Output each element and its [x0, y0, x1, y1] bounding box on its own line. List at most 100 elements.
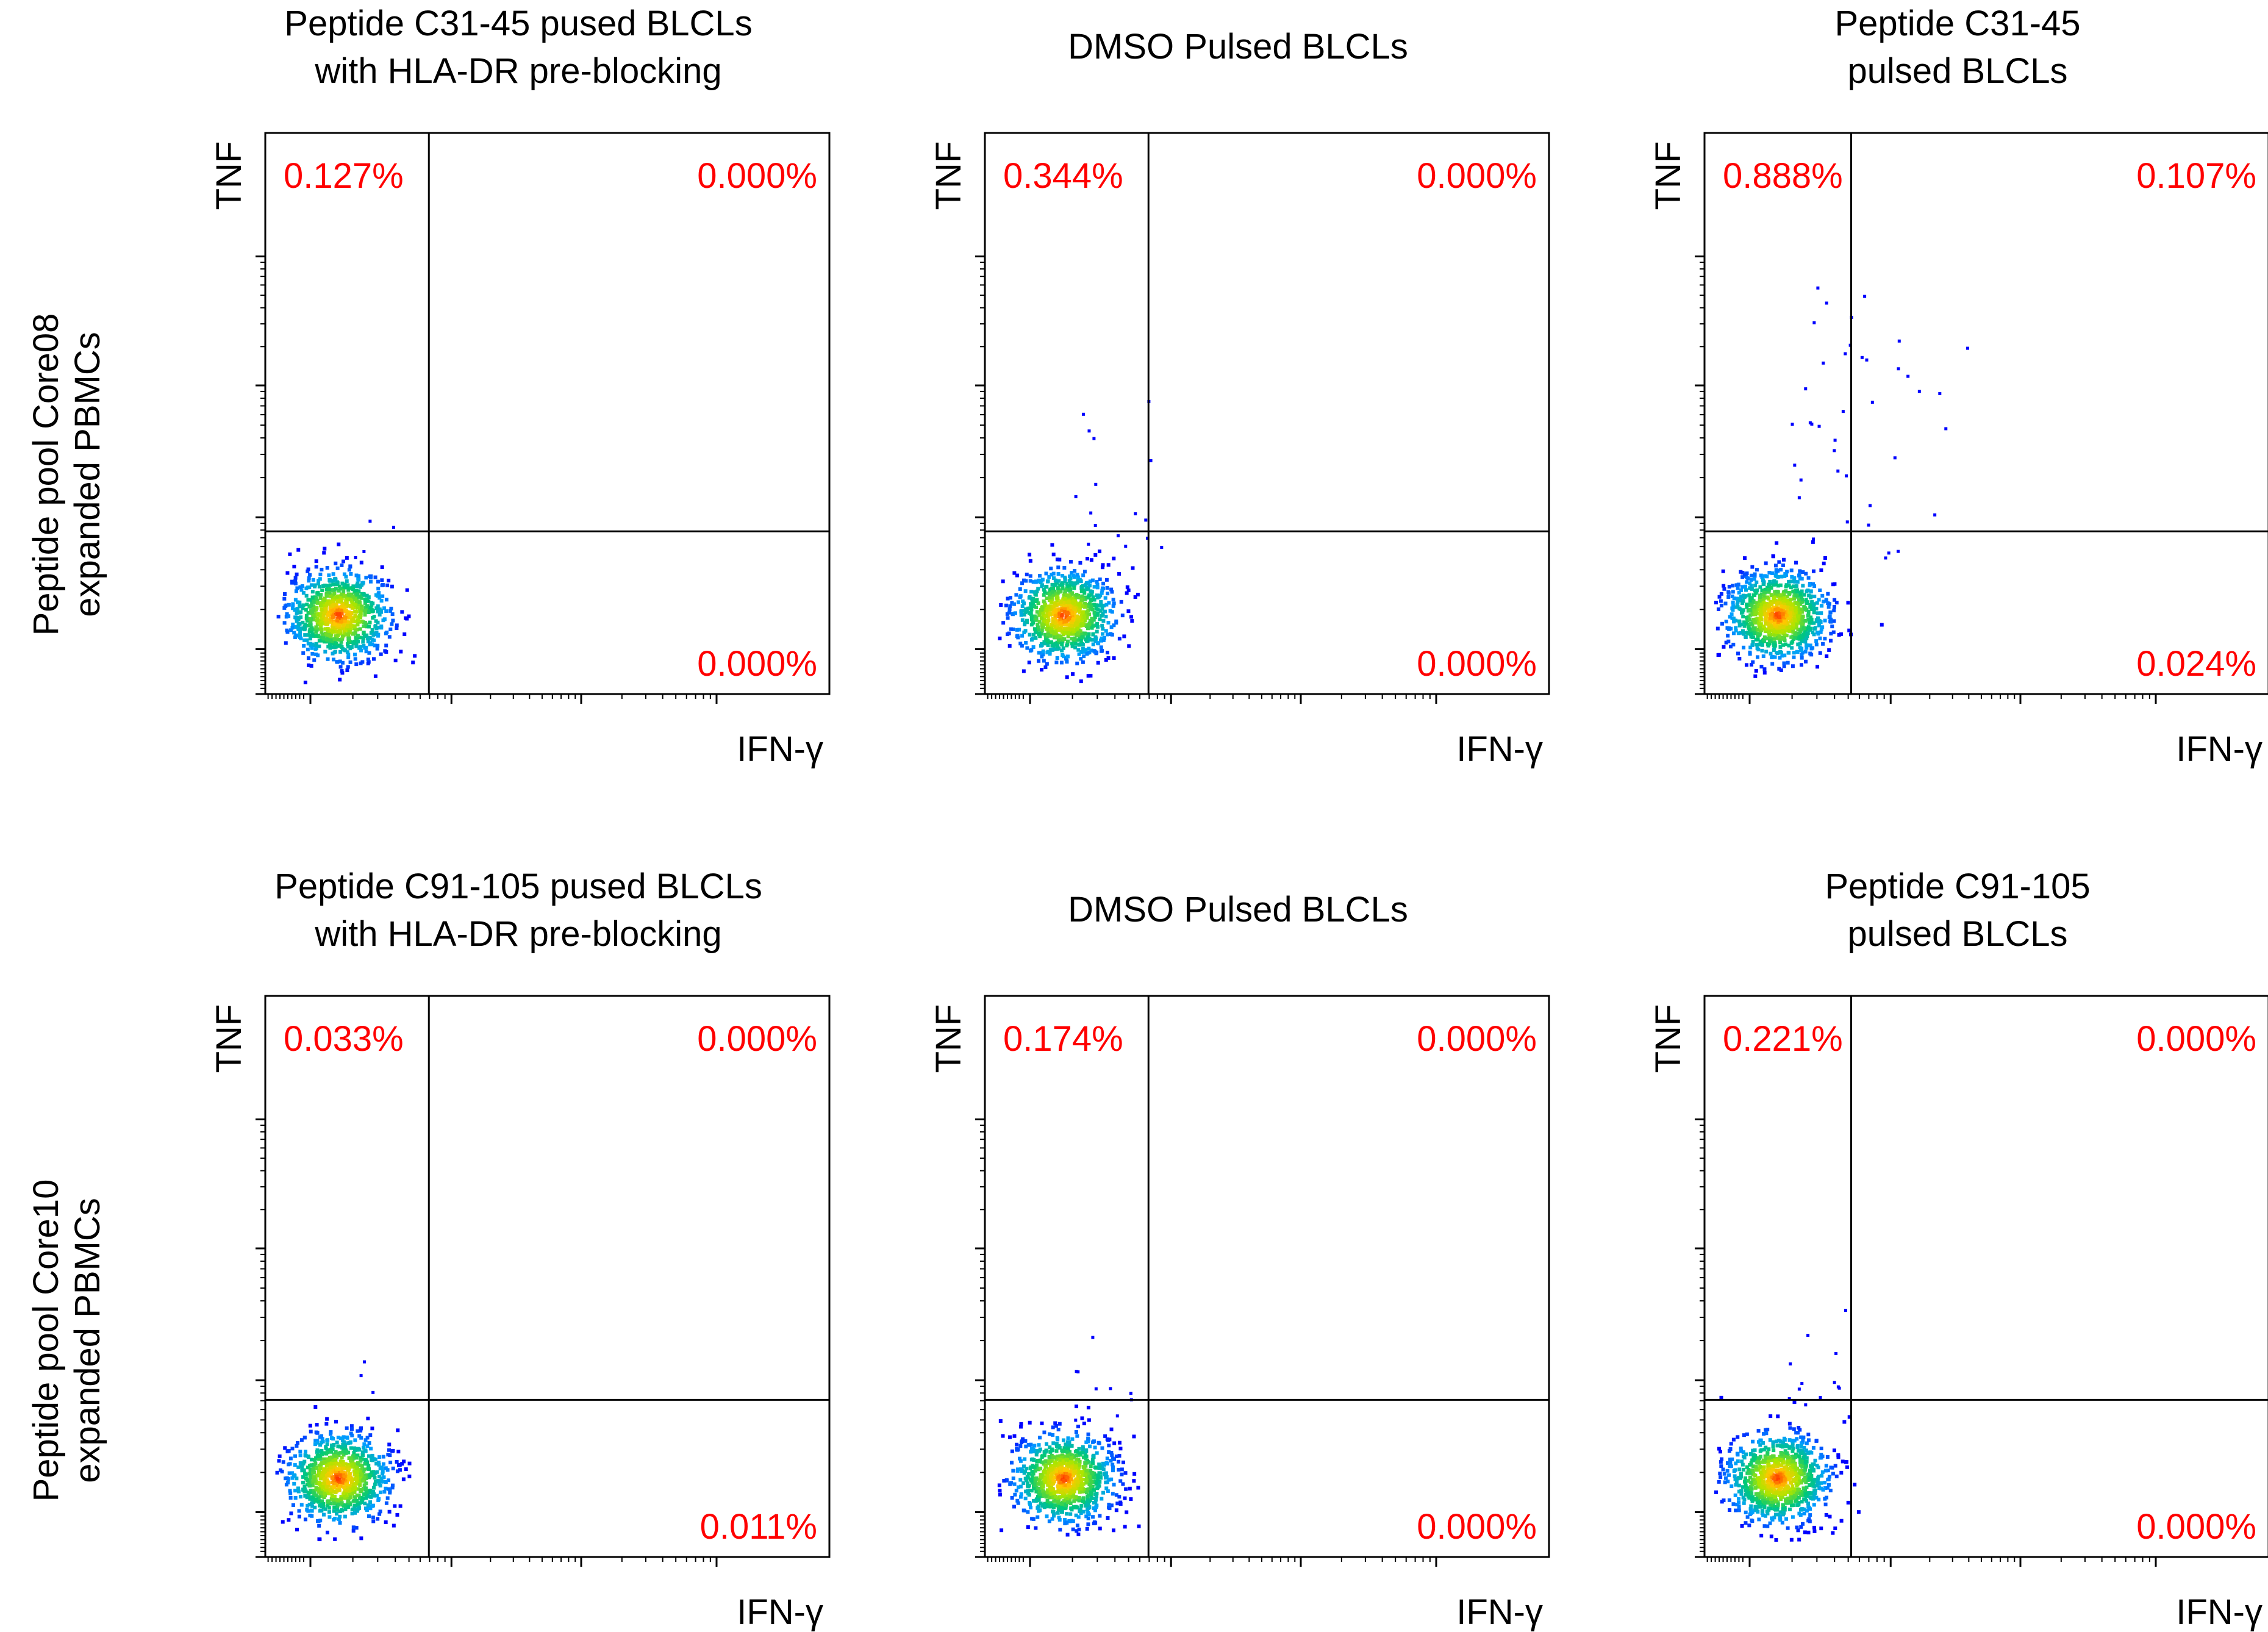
event-point — [342, 1477, 346, 1481]
event-point — [1731, 617, 1736, 621]
event-point — [1065, 606, 1070, 610]
event-point — [1779, 668, 1783, 673]
event-point — [1096, 1474, 1100, 1478]
event-point — [1084, 648, 1088, 652]
event-point — [1726, 639, 1731, 643]
event-point — [1806, 631, 1810, 635]
event-point — [1808, 605, 1812, 609]
event-point — [1085, 557, 1089, 561]
event-point — [324, 617, 329, 621]
event-point — [342, 1448, 346, 1452]
event-point — [404, 1467, 408, 1472]
event-point — [1753, 604, 1757, 609]
event-point — [331, 657, 335, 662]
event-point — [1110, 590, 1114, 594]
event-point — [320, 567, 324, 571]
event-point — [1105, 632, 1109, 637]
event-point — [1047, 1495, 1051, 1499]
event-point — [1078, 629, 1082, 633]
event-point — [345, 585, 349, 590]
event-point — [1109, 1451, 1114, 1455]
event-point — [1751, 635, 1756, 639]
event-point — [1067, 1461, 1071, 1466]
event-point — [1101, 563, 1105, 567]
event-point — [335, 582, 339, 587]
event-point — [359, 1498, 363, 1503]
event-point — [315, 606, 319, 610]
event-point — [1057, 626, 1062, 631]
event-point — [1075, 1497, 1079, 1501]
event-point — [1067, 604, 1071, 608]
event-point — [319, 593, 323, 597]
event-point — [358, 635, 362, 640]
event-point — [342, 1485, 346, 1489]
event-point — [355, 1493, 359, 1497]
event-point — [1811, 582, 1815, 586]
event-point — [334, 1469, 338, 1473]
event-point — [1070, 642, 1074, 646]
event-point — [1136, 592, 1140, 596]
event-point — [1060, 614, 1064, 618]
event-point — [370, 1493, 374, 1497]
event-point — [308, 1495, 312, 1499]
event-point — [342, 1435, 346, 1439]
event-point — [1754, 629, 1758, 633]
event-point — [1033, 1479, 1037, 1483]
event-point — [1781, 643, 1786, 647]
event-point — [1789, 606, 1794, 610]
event-point — [328, 583, 332, 587]
event-point — [321, 614, 326, 618]
event-point — [281, 1520, 285, 1524]
event-point — [368, 1506, 373, 1511]
event-point — [1021, 609, 1026, 613]
event-point — [1792, 576, 1797, 580]
event-point — [1749, 584, 1753, 588]
event-point — [1775, 612, 1779, 616]
event-point — [1054, 1471, 1058, 1475]
quadrant-upper-right-percent: 0.000% — [697, 1019, 817, 1059]
event-point — [1734, 629, 1738, 633]
event-point — [311, 1491, 315, 1495]
event-point — [300, 1469, 304, 1473]
event-point — [322, 1457, 326, 1461]
event-point — [374, 630, 379, 634]
event-point — [1739, 595, 1743, 599]
event-point — [1715, 626, 1720, 631]
event-point — [330, 1475, 334, 1480]
event-point — [1106, 563, 1111, 567]
event-point — [1742, 645, 1746, 650]
event-point — [1745, 605, 1749, 609]
event-point — [1064, 657, 1068, 661]
event-point — [318, 596, 323, 600]
event-point — [1076, 648, 1081, 652]
event-point — [325, 1442, 329, 1447]
event-point — [377, 1475, 381, 1479]
event-point — [343, 1472, 348, 1476]
event-point — [371, 1457, 376, 1461]
event-point — [1065, 1533, 1070, 1537]
event-point — [1753, 612, 1758, 617]
event-point — [354, 599, 359, 603]
event-point — [1084, 1468, 1089, 1472]
event-point — [289, 1511, 293, 1516]
event-point — [307, 633, 311, 637]
event-point — [310, 1483, 315, 1487]
event-point — [1001, 579, 1005, 584]
event-point — [1042, 599, 1046, 604]
event-point — [346, 1467, 350, 1472]
event-point — [1073, 642, 1078, 646]
event-point — [1160, 545, 1164, 549]
quadrant-lower-right-percent: 0.024% — [2136, 644, 2256, 684]
event-point — [1796, 614, 1800, 618]
event-point — [1731, 608, 1735, 612]
event-point — [319, 622, 323, 626]
event-point — [1059, 634, 1063, 639]
event-point — [1795, 650, 1799, 654]
event-point — [337, 589, 341, 593]
event-point — [1057, 607, 1061, 611]
event-point — [1114, 619, 1118, 623]
event-point — [1056, 1508, 1061, 1512]
event-point — [329, 641, 333, 645]
event-point — [1053, 647, 1057, 651]
event-point — [1031, 1481, 1035, 1485]
